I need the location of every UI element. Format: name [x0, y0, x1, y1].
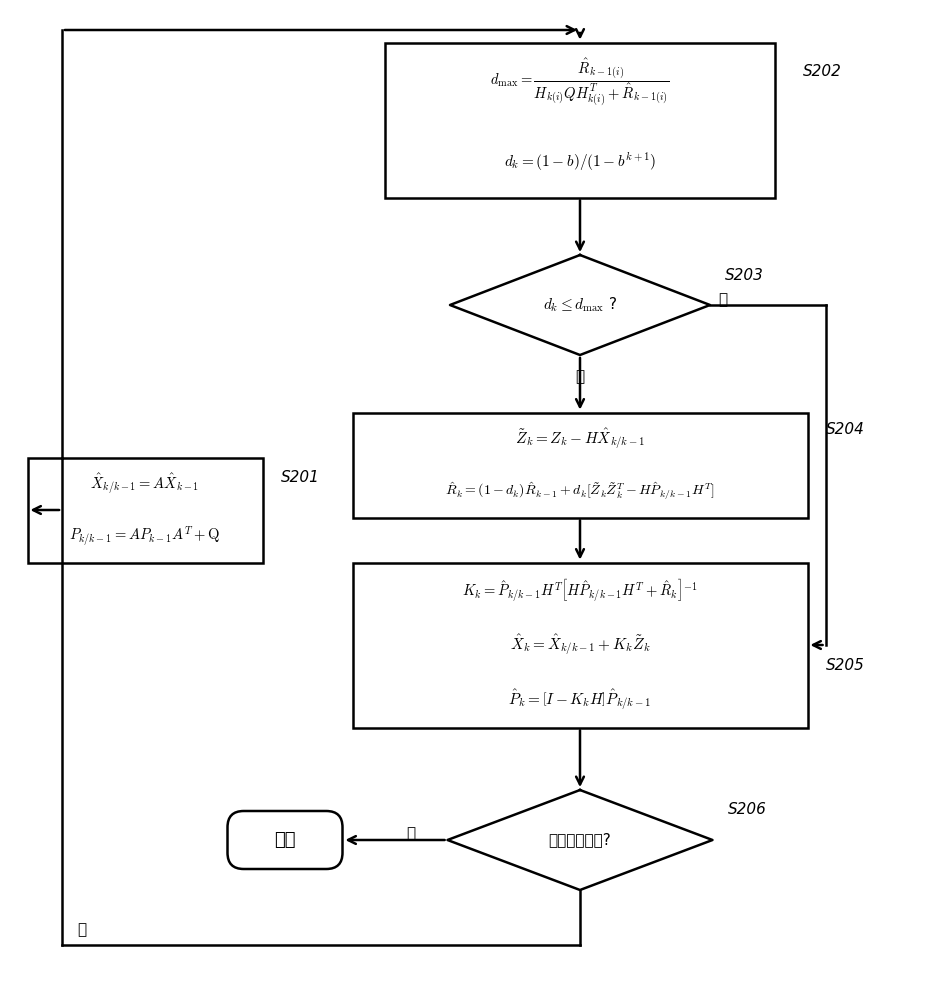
Text: S205: S205 — [826, 658, 864, 672]
Text: 结束: 结束 — [274, 831, 296, 849]
Text: 否: 否 — [406, 826, 416, 842]
Text: 滤波继续执行?: 滤波继续执行? — [549, 832, 611, 848]
Text: $d_{\mathrm{max}}=\dfrac{\hat{R}_{k-1(i)}}{H_{k(i)}QH_{k(i)}^{T}+\hat{R}_{k-1(i): $d_{\mathrm{max}}=\dfrac{\hat{R}_{k-1(i)… — [490, 56, 670, 108]
Text: S203: S203 — [725, 267, 764, 282]
Text: S201: S201 — [281, 471, 319, 486]
Text: $K_k=\hat{P}_{k/k-1}H^{T}\left[H\hat{P}_{k/k-1}H^{T}+\hat{R}_k\right]^{-1}$: $K_k=\hat{P}_{k/k-1}H^{T}\left[H\hat{P}_… — [462, 576, 698, 604]
Text: $\tilde{Z}_k=Z_k-H\hat{X}_{k/k-1}$: $\tilde{Z}_k=Z_k-H\hat{X}_{k/k-1}$ — [515, 426, 645, 452]
Text: $\hat{P}_k=\left[I-K_kH\right]\hat{P}_{k/k-1}$: $\hat{P}_k=\left[I-K_kH\right]\hat{P}_{k… — [509, 687, 652, 713]
Text: $\hat{X}_k=\hat{X}_{k/k-1}+K_k\tilde{Z}_k$: $\hat{X}_k=\hat{X}_{k/k-1}+K_k\tilde{Z}_… — [510, 632, 650, 658]
Text: $\hat{X}_{k/k-1}=A\hat{X}_{k-1}$: $\hat{X}_{k/k-1}=A\hat{X}_{k-1}$ — [90, 472, 200, 496]
Bar — [352, 412, 807, 518]
Text: S204: S204 — [826, 422, 864, 438]
Bar — [385, 42, 775, 198]
Polygon shape — [450, 255, 710, 355]
Text: $d_k=(1-b)/(1-b^{k+1})$: $d_k=(1-b)/(1-b^{k+1})$ — [504, 151, 657, 173]
Text: S202: S202 — [803, 64, 842, 80]
Polygon shape — [447, 790, 712, 890]
Text: 是: 是 — [576, 369, 585, 384]
Bar — [28, 458, 262, 562]
Bar — [352, 562, 807, 728]
Text: $P_{k/k-1}=AP_{k-1}A^{T}+\mathrm{Q}$: $P_{k/k-1}=AP_{k-1}A^{T}+\mathrm{Q}$ — [70, 524, 220, 548]
Text: $d_k \leq d_{\mathrm{max}}$ ?: $d_k \leq d_{\mathrm{max}}$ ? — [543, 296, 618, 314]
FancyBboxPatch shape — [228, 811, 342, 869]
Text: 否: 否 — [718, 292, 727, 308]
Text: S206: S206 — [727, 802, 766, 818]
Text: $\hat{R}_k=(1-d_k)\hat{R}_{k-1}+d_k[\tilde{Z}_k\tilde{Z}_k^{T}-H\hat{P}_{k/k-1}H: $\hat{R}_k=(1-d_k)\hat{R}_{k-1}+d_k[\til… — [445, 480, 715, 502]
Text: 是: 是 — [77, 922, 86, 937]
